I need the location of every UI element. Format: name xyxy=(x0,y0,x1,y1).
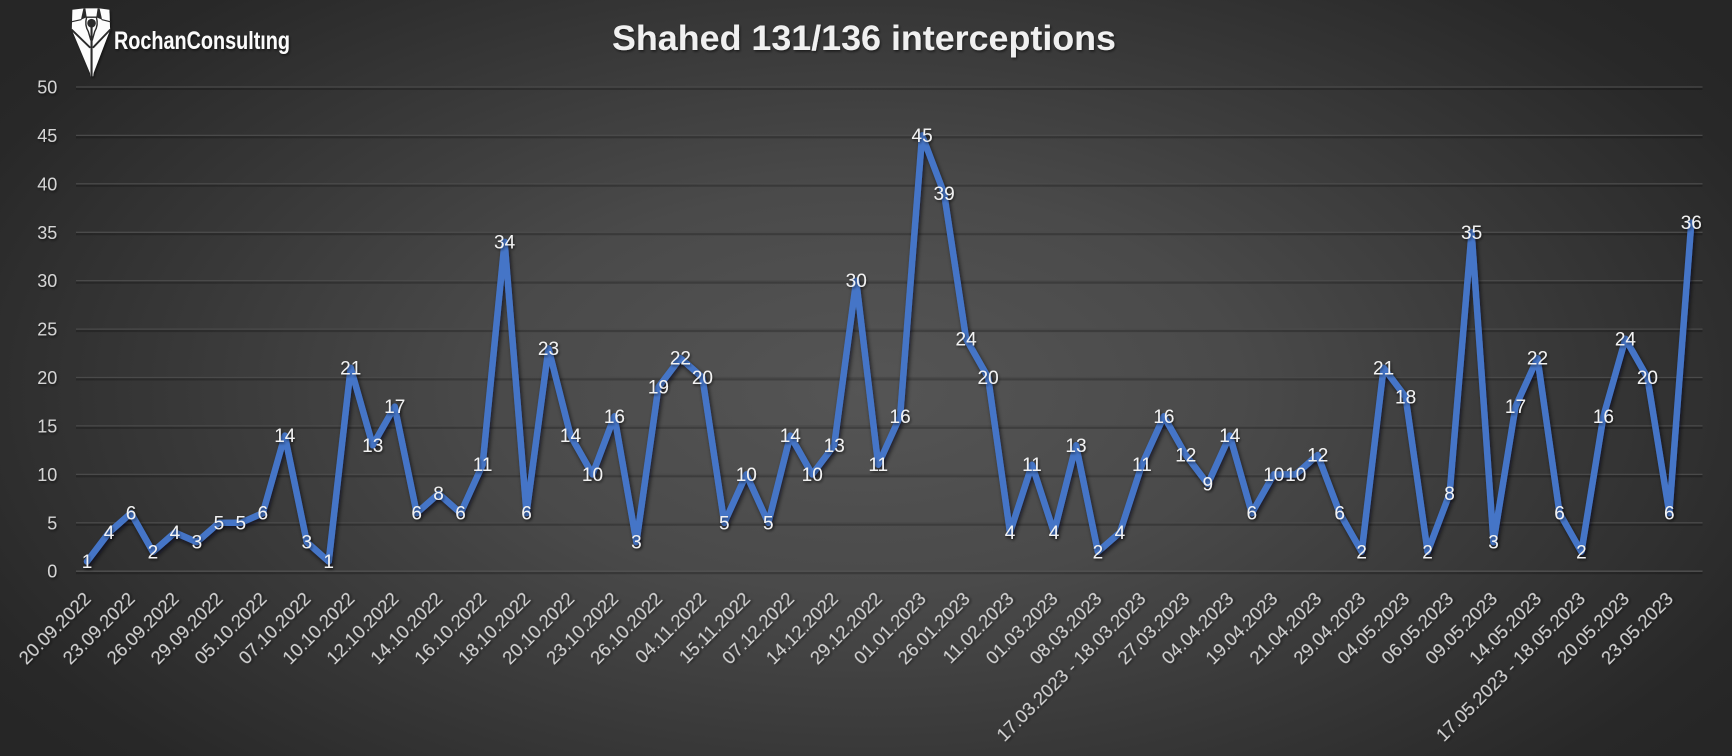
svg-text:2: 2 xyxy=(1093,542,1104,563)
svg-text:20: 20 xyxy=(37,368,57,388)
svg-text:6: 6 xyxy=(455,504,466,525)
svg-text:16: 16 xyxy=(1593,407,1614,428)
svg-text:3: 3 xyxy=(192,533,203,554)
svg-text:12: 12 xyxy=(1307,446,1328,467)
svg-text:5: 5 xyxy=(719,513,730,534)
svg-text:2: 2 xyxy=(1422,542,1433,563)
svg-text:21: 21 xyxy=(1373,358,1394,379)
svg-text:4: 4 xyxy=(1115,523,1126,544)
svg-text:6: 6 xyxy=(1554,504,1565,525)
svg-text:11: 11 xyxy=(1022,455,1042,476)
svg-text:18: 18 xyxy=(1395,387,1416,408)
svg-text:10: 10 xyxy=(1263,465,1284,486)
svg-text:14: 14 xyxy=(274,426,296,447)
svg-text:10: 10 xyxy=(582,465,603,486)
svg-text:39: 39 xyxy=(934,184,955,205)
svg-text:6: 6 xyxy=(1247,504,1258,525)
svg-text:10: 10 xyxy=(802,465,823,486)
svg-text:5: 5 xyxy=(47,513,57,533)
svg-text:16: 16 xyxy=(1153,407,1174,428)
svg-text:14: 14 xyxy=(780,426,802,447)
svg-text:19: 19 xyxy=(648,378,669,399)
svg-text:2: 2 xyxy=(1356,542,1367,563)
svg-text:17: 17 xyxy=(1505,397,1526,418)
svg-text:20: 20 xyxy=(1637,368,1658,389)
svg-text:2: 2 xyxy=(148,542,159,563)
svg-text:21: 21 xyxy=(340,358,361,379)
svg-text:15: 15 xyxy=(37,416,57,436)
svg-text:25: 25 xyxy=(37,320,57,340)
svg-text:24: 24 xyxy=(1615,329,1637,350)
svg-text:6: 6 xyxy=(521,504,532,525)
svg-text:5: 5 xyxy=(763,513,774,534)
svg-text:5: 5 xyxy=(236,513,247,534)
svg-text:11: 11 xyxy=(473,455,493,476)
svg-text:30: 30 xyxy=(846,271,867,292)
svg-text:6: 6 xyxy=(258,504,269,525)
svg-text:16: 16 xyxy=(604,407,625,428)
svg-text:22: 22 xyxy=(670,349,691,370)
svg-text:20: 20 xyxy=(692,368,713,389)
svg-text:3: 3 xyxy=(631,533,642,554)
svg-text:RochanConsultıng: RochanConsultıng xyxy=(114,27,290,55)
svg-text:11: 11 xyxy=(1132,455,1152,476)
svg-text:30: 30 xyxy=(37,271,57,291)
svg-text:17: 17 xyxy=(384,397,405,418)
svg-text:10: 10 xyxy=(736,465,757,486)
svg-text:1: 1 xyxy=(82,552,93,573)
svg-text:2: 2 xyxy=(1576,542,1587,563)
svg-text:6: 6 xyxy=(411,504,422,525)
svg-text:45: 45 xyxy=(912,126,933,147)
svg-text:10: 10 xyxy=(1285,465,1306,486)
svg-text:3: 3 xyxy=(1488,533,1499,554)
svg-text:34: 34 xyxy=(494,232,516,253)
svg-text:50: 50 xyxy=(37,78,57,98)
svg-text:1: 1 xyxy=(323,552,334,573)
svg-text:6: 6 xyxy=(1334,504,1345,525)
svg-text:23: 23 xyxy=(538,339,559,360)
svg-text:40: 40 xyxy=(37,174,57,194)
svg-text:35: 35 xyxy=(1461,223,1482,244)
svg-text:36: 36 xyxy=(1681,213,1702,234)
svg-text:13: 13 xyxy=(824,436,845,457)
svg-text:22: 22 xyxy=(1527,349,1548,370)
svg-text:14: 14 xyxy=(560,426,582,447)
svg-text:10: 10 xyxy=(37,465,57,485)
svg-text:20: 20 xyxy=(978,368,999,389)
svg-text:8: 8 xyxy=(1444,484,1455,505)
svg-text:5: 5 xyxy=(214,513,225,534)
svg-text:8: 8 xyxy=(433,484,444,505)
svg-text:4: 4 xyxy=(1049,523,1060,544)
svg-text:16: 16 xyxy=(890,407,911,428)
svg-text:4: 4 xyxy=(1005,523,1016,544)
svg-text:11: 11 xyxy=(868,455,888,476)
svg-text:6: 6 xyxy=(1664,504,1675,525)
svg-text:13: 13 xyxy=(1065,436,1086,457)
svg-text:3: 3 xyxy=(302,533,313,554)
svg-text:24: 24 xyxy=(956,329,978,350)
svg-text:4: 4 xyxy=(104,523,115,544)
svg-text:12: 12 xyxy=(1175,446,1196,467)
svg-text:4: 4 xyxy=(170,523,181,544)
svg-text:0: 0 xyxy=(47,562,57,582)
svg-text:9: 9 xyxy=(1203,475,1214,496)
svg-text:13: 13 xyxy=(362,436,383,457)
svg-text:14: 14 xyxy=(1219,426,1241,447)
svg-text:6: 6 xyxy=(126,504,137,525)
svg-text:35: 35 xyxy=(37,223,57,243)
svg-text:Shahed 131/136 interceptions: Shahed 131/136 interceptions xyxy=(612,19,1116,58)
svg-text:45: 45 xyxy=(37,126,57,146)
